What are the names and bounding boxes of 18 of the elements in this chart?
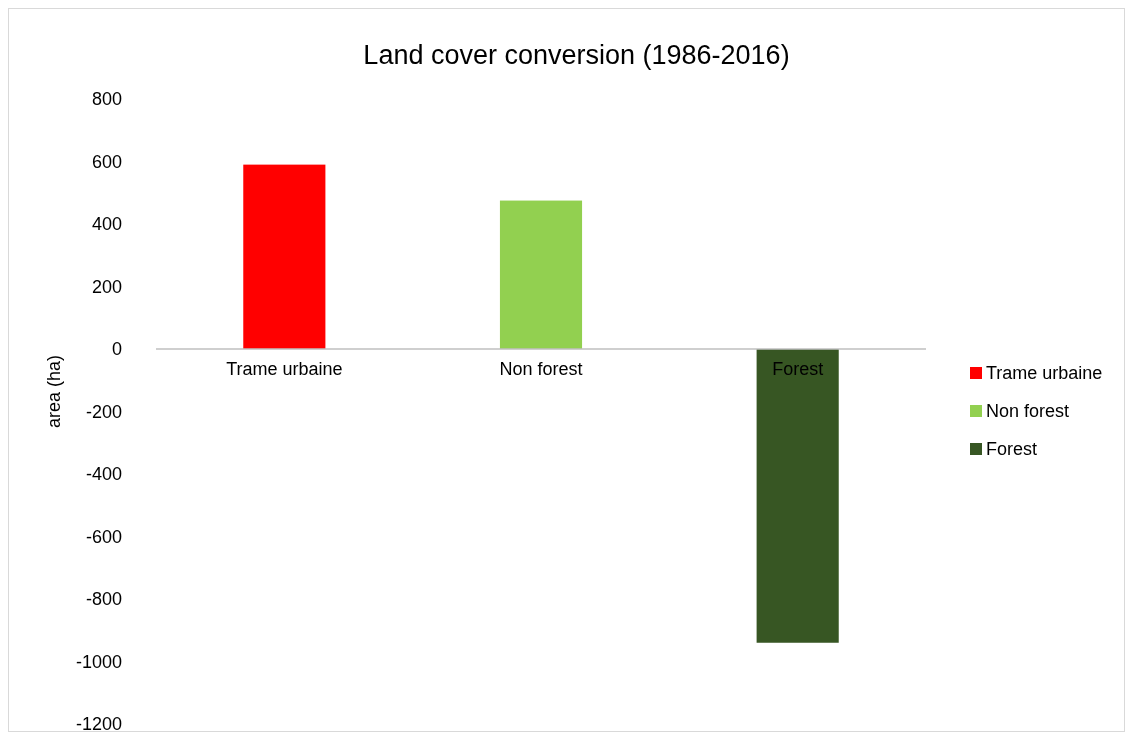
y-tick-label: 800 — [91, 89, 122, 110]
legend-label: Non forest — [986, 401, 1070, 422]
x-tick-label: Trame urbaine — [226, 359, 343, 379]
x-tick-label: Forest — [772, 359, 824, 379]
y-tick-label: -600 — [85, 526, 122, 547]
y-tick-label: 400 — [91, 214, 122, 235]
y-tick-label: -1000 — [75, 651, 122, 672]
y-tick-label: -1200 — [75, 714, 122, 735]
y-axis-title: area (ha) — [44, 354, 64, 429]
y-tick-label: 200 — [91, 276, 122, 297]
y-tick-label: 600 — [91, 151, 122, 172]
y-tick-label: 0 — [111, 339, 122, 360]
y-tick-label: -800 — [85, 589, 122, 610]
legend-label: Forest — [986, 439, 1038, 460]
chart-title: Land cover conversion (1986-2016) — [363, 40, 790, 70]
y-tick-label: -200 — [85, 401, 122, 422]
y-tick-label: -400 — [85, 464, 122, 485]
x-tick-label: Non forest — [499, 359, 583, 379]
